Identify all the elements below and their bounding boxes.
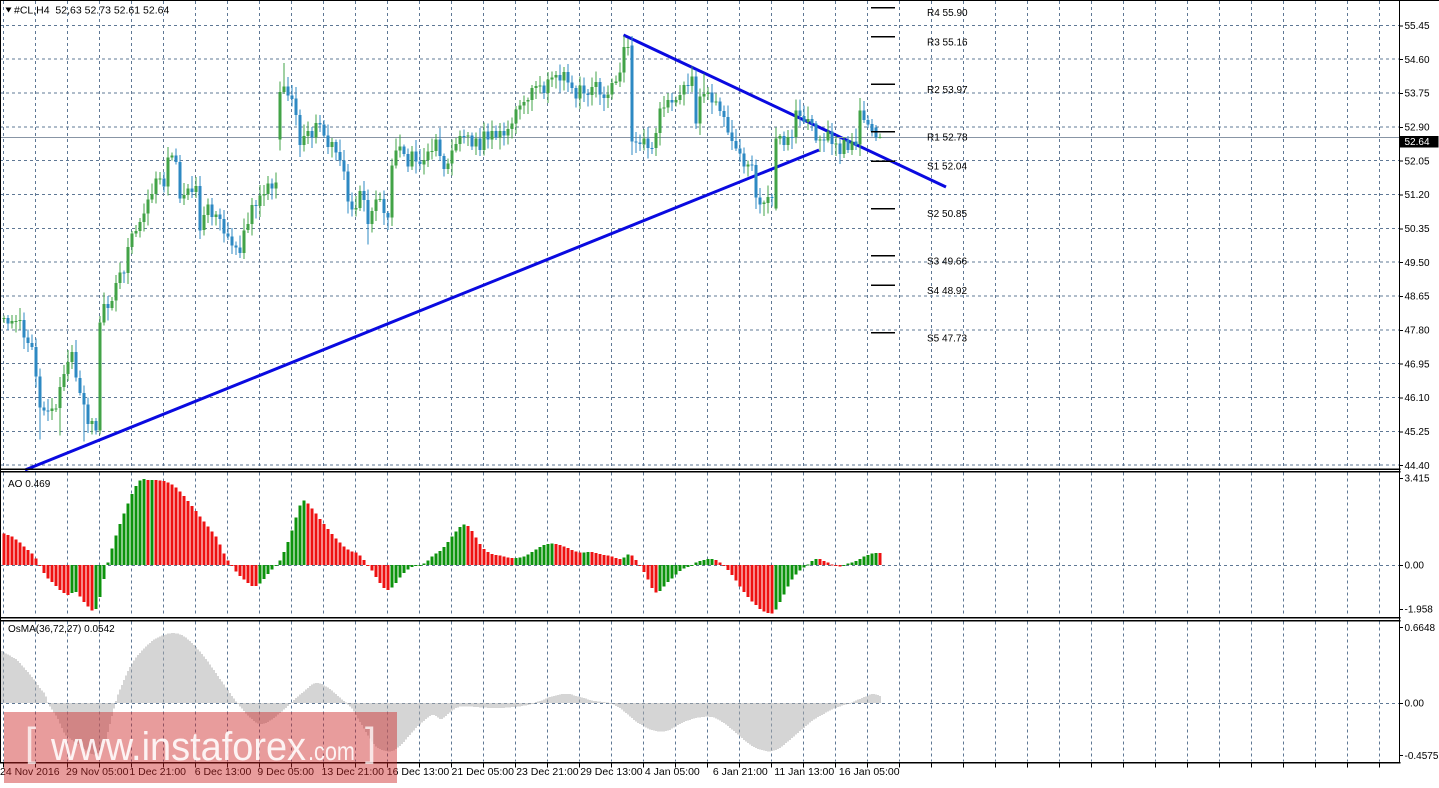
- svg-text:9 Dec 05:00: 9 Dec 05:00: [257, 766, 314, 778]
- svg-text:R2 53.97: R2 53.97: [927, 85, 968, 96]
- svg-text:www.instaforex: www.instaforex: [50, 725, 306, 769]
- svg-text:S5 47.73: S5 47.73: [927, 333, 967, 344]
- svg-text:24 Nov 2016: 24 Nov 2016: [0, 766, 60, 778]
- svg-text:S2 50.85: S2 50.85: [927, 209, 967, 220]
- svg-text:52.64: 52.64: [1405, 137, 1430, 148]
- svg-text:52.05: 52.05: [1405, 156, 1430, 167]
- svg-text:50.35: 50.35: [1405, 224, 1430, 235]
- svg-text:13 Dec 21:00: 13 Dec 21:00: [322, 766, 385, 778]
- svg-text:0.00: 0.00: [1405, 699, 1425, 710]
- svg-text:44.40: 44.40: [1405, 461, 1430, 472]
- svg-text:R1 52.78: R1 52.78: [927, 132, 968, 143]
- svg-text:[: [: [25, 721, 36, 765]
- svg-text:S3 49.66: S3 49.66: [927, 256, 967, 267]
- svg-text:51.20: 51.20: [1405, 190, 1430, 201]
- svg-text:AO 0.469: AO 0.469: [8, 479, 51, 490]
- svg-text:55.45: 55.45: [1405, 21, 1430, 32]
- svg-text:R4 55.90: R4 55.90: [927, 8, 968, 19]
- svg-text:.com: .com: [308, 736, 355, 766]
- svg-text:1 Dec 21:00: 1 Dec 21:00: [129, 766, 186, 778]
- svg-text:6 Dec 13:00: 6 Dec 13:00: [195, 766, 252, 778]
- svg-text:49.50: 49.50: [1405, 258, 1430, 269]
- svg-text:46.95: 46.95: [1405, 359, 1430, 370]
- svg-text:]: ]: [365, 721, 376, 765]
- svg-text:OsMA(36,72,27) 0.0542: OsMA(36,72,27) 0.0542: [8, 624, 115, 635]
- svg-text:47.80: 47.80: [1405, 326, 1430, 337]
- svg-text:52.90: 52.90: [1405, 123, 1430, 134]
- svg-text:-0.4575: -0.4575: [1405, 751, 1439, 762]
- svg-text:0.00: 0.00: [1405, 561, 1425, 572]
- svg-text:16 Dec 13:00: 16 Dec 13:00: [387, 766, 450, 778]
- svg-text:21 Dec 05:00: 21 Dec 05:00: [452, 766, 515, 778]
- svg-text:29 Nov 05:00: 29 Nov 05:00: [66, 766, 129, 778]
- svg-text:6 Jan 21:00: 6 Jan 21:00: [713, 766, 768, 778]
- svg-text:46.10: 46.10: [1405, 393, 1430, 404]
- svg-text:16 Jan 05:00: 16 Jan 05:00: [839, 766, 900, 778]
- svg-text:11 Jan 13:00: 11 Jan 13:00: [774, 766, 834, 778]
- svg-text:0.6648: 0.6648: [1405, 623, 1436, 634]
- svg-text:53.75: 53.75: [1405, 89, 1430, 100]
- svg-text:3.415: 3.415: [1405, 474, 1430, 485]
- svg-text:45.25: 45.25: [1405, 427, 1430, 438]
- svg-text:54.60: 54.60: [1405, 55, 1430, 66]
- svg-text:-1.958: -1.958: [1405, 605, 1434, 616]
- svg-text:#CL,H4 52,63 52.73 52.61 52.6: #CL,H4 52,63 52.73 52.61 52.64: [14, 5, 169, 17]
- svg-text:48.65: 48.65: [1405, 292, 1430, 303]
- svg-text:S1 52.04: S1 52.04: [927, 162, 967, 173]
- svg-text:29 Dec 13:00: 29 Dec 13:00: [580, 766, 643, 778]
- svg-text:S4 48.92: S4 48.92: [927, 286, 967, 297]
- svg-text:4 Jan 05:00: 4 Jan 05:00: [645, 766, 700, 778]
- svg-text:23 Dec 21:00: 23 Dec 21:00: [516, 766, 579, 778]
- svg-text:R3 55.16: R3 55.16: [927, 38, 968, 49]
